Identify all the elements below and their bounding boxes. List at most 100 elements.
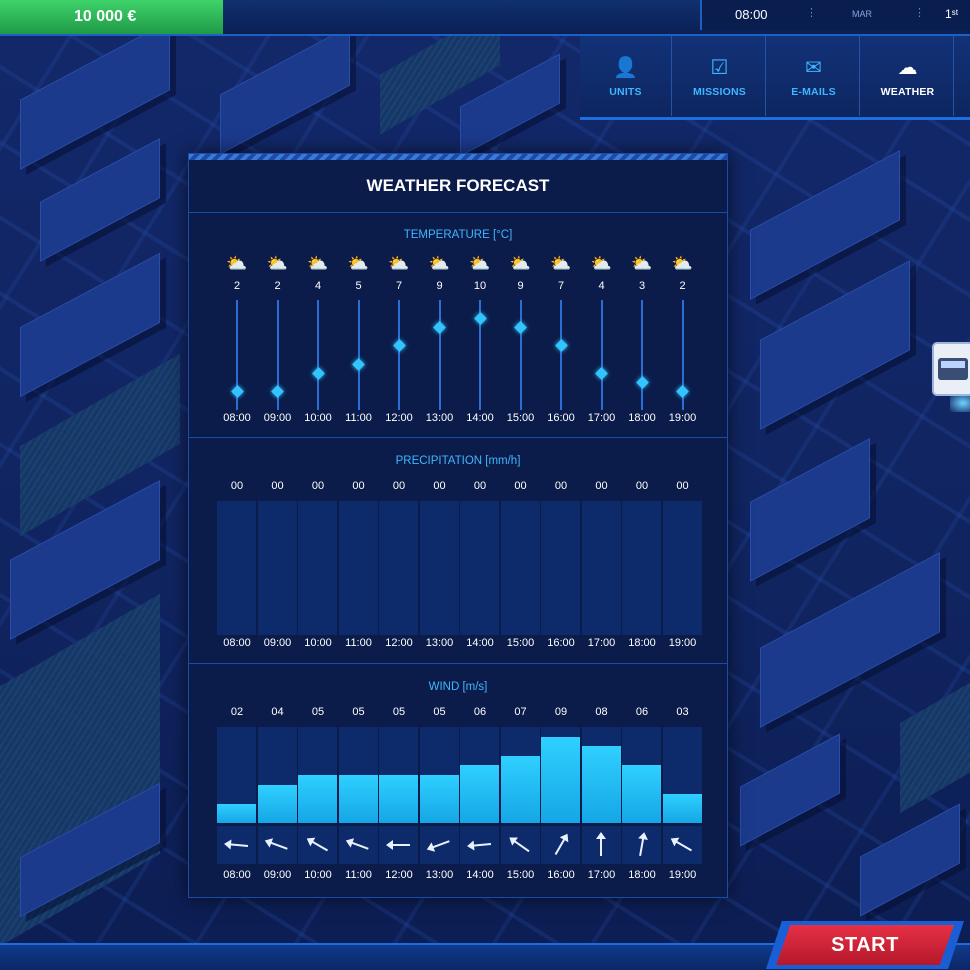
wind-bar-bg <box>217 727 256 823</box>
temperature-value: 10 <box>473 280 487 292</box>
temperature-section: TEMPERATURE [°C] ⛅ 2 08:00 ⛅ 2 09:00 ⛅ 4 10:00 ⛅ 5… <box>189 212 727 437</box>
partly-cloudy-icon: ⛅ <box>266 254 289 273</box>
partly-cloudy-icon: ⛅ <box>550 254 572 273</box>
precipitation-bar <box>419 501 459 635</box>
temperature-marker <box>352 357 365 371</box>
building <box>760 260 910 430</box>
wind-arrow-icon <box>347 840 369 850</box>
wind-value: 05 <box>392 706 406 718</box>
tab-label: MISSIONS <box>693 86 746 98</box>
park-area <box>900 676 970 814</box>
precipitation-bar <box>541 501 580 635</box>
temperature-track <box>600 300 603 410</box>
partly-cloudy-icon: ⛅ <box>590 254 613 273</box>
tab-units[interactable]: 👤 UNITS <box>580 36 672 116</box>
hour-label: 16:00 <box>547 869 575 881</box>
precipitation-value: 00 <box>392 480 406 492</box>
wind-bar-bg <box>622 727 661 823</box>
temperature-value: 5 <box>355 280 362 292</box>
hour-label: 11:00 <box>345 637 372 649</box>
building <box>40 138 160 262</box>
temperature-marker <box>271 385 284 399</box>
hour-label: 17:00 <box>587 637 616 649</box>
temperature-track <box>276 300 279 410</box>
wind-bar <box>622 765 661 823</box>
hour-label: 12:00 <box>385 412 413 424</box>
tab-weather[interactable]: ☁ WEATHER <box>862 36 954 116</box>
tab-emails[interactable]: ✉ E-MAILS <box>768 36 860 116</box>
precipitation-bar <box>460 501 499 635</box>
hour-label: 17:00 <box>587 869 616 881</box>
partly-cloudy-icon: ⛅ <box>671 254 694 273</box>
hour-label: 15:00 <box>506 637 535 649</box>
precipitation-value: 00 <box>311 480 325 492</box>
section-title: TEMPERATURE [°C] <box>403 229 513 241</box>
precipitation-bar <box>379 501 418 635</box>
hour-label: 13:00 <box>425 412 454 424</box>
temperature-value: 2 <box>233 280 241 292</box>
wind-arrow-icon <box>266 840 288 850</box>
vehicle-marker[interactable] <box>932 342 970 396</box>
wind-arrow-icon <box>225 843 248 847</box>
temperature-value: 3 <box>638 280 646 292</box>
wind-bar <box>500 755 540 823</box>
hour-label: 14:00 <box>466 869 494 881</box>
start-button[interactable]: START <box>776 925 954 965</box>
precipitation-value: 00 <box>230 480 244 492</box>
wind-value: 06 <box>473 706 487 718</box>
precipitation-bar <box>257 501 297 635</box>
wind-arrow-icon <box>385 840 410 850</box>
hour-label: 10:00 <box>304 412 332 424</box>
hour-label: 14:00 <box>466 637 494 649</box>
hour-label: 10:00 <box>304 637 332 649</box>
tab-missions[interactable]: ☑ MISSIONS <box>674 36 766 116</box>
partly-cloudy-icon: ⛅ <box>307 254 329 273</box>
section-title: PRECIPITATION [mm/h] <box>395 455 521 467</box>
wind-bar <box>338 775 378 823</box>
wind-direction-cell <box>581 826 621 864</box>
temperature-track <box>438 300 441 410</box>
precipitation-bar <box>217 501 256 635</box>
wind-bar <box>662 794 702 823</box>
wind-arrow-icon <box>510 837 530 853</box>
wind-bar <box>257 784 297 823</box>
wind-bar <box>298 775 337 823</box>
wind-value: 02 <box>230 706 244 718</box>
temperature-value: 2 <box>679 280 686 292</box>
wind-direction-cell <box>379 826 418 864</box>
temperature-track <box>641 300 643 410</box>
precipitation-value: 00 <box>676 480 689 492</box>
precipitation-value: 00 <box>271 480 284 492</box>
temperature-track <box>317 300 319 410</box>
wind-value: 08 <box>595 706 608 718</box>
hour-label: 10:00 <box>304 869 332 881</box>
marker-glow <box>950 394 970 412</box>
hour-label: 12:00 <box>385 637 413 649</box>
precipitation-bar <box>662 501 702 635</box>
hour-label: 11:00 <box>345 869 372 881</box>
wind-bar-bg <box>500 727 540 823</box>
wind-bar-bg <box>541 727 580 823</box>
panel-title: WEATHER FORECAST <box>366 176 550 195</box>
precipitation-value: 00 <box>473 480 487 492</box>
wind-bar <box>419 775 459 823</box>
temperature-value: 9 <box>517 280 524 292</box>
wind-direction-cell <box>257 826 297 864</box>
temperature-marker <box>676 385 689 399</box>
section-title: WIND [m/s] <box>428 681 488 693</box>
temperature-marker <box>473 311 487 325</box>
wind-arrow-icon <box>638 833 645 857</box>
tab-label: WEATHER <box>880 86 935 98</box>
temperature-value: 4 <box>314 280 322 292</box>
precipitation-bar <box>338 501 378 635</box>
partly-cloudy-icon: ⛅ <box>509 254 532 273</box>
rank-label: 1ˢᵗ <box>945 7 959 21</box>
temperature-track <box>357 300 360 410</box>
wind-value: 07 <box>514 706 527 718</box>
weather-forecast-panel: WEATHER FORECAST TEMPERATURE [°C] ⛅ 2 08:0… <box>188 153 728 898</box>
hour-label: 09:00 <box>263 869 292 881</box>
building <box>20 252 160 398</box>
hour-label: 09:00 <box>263 412 292 424</box>
wind-bar-bg <box>581 727 621 823</box>
precipitation-value: 00 <box>514 480 527 492</box>
